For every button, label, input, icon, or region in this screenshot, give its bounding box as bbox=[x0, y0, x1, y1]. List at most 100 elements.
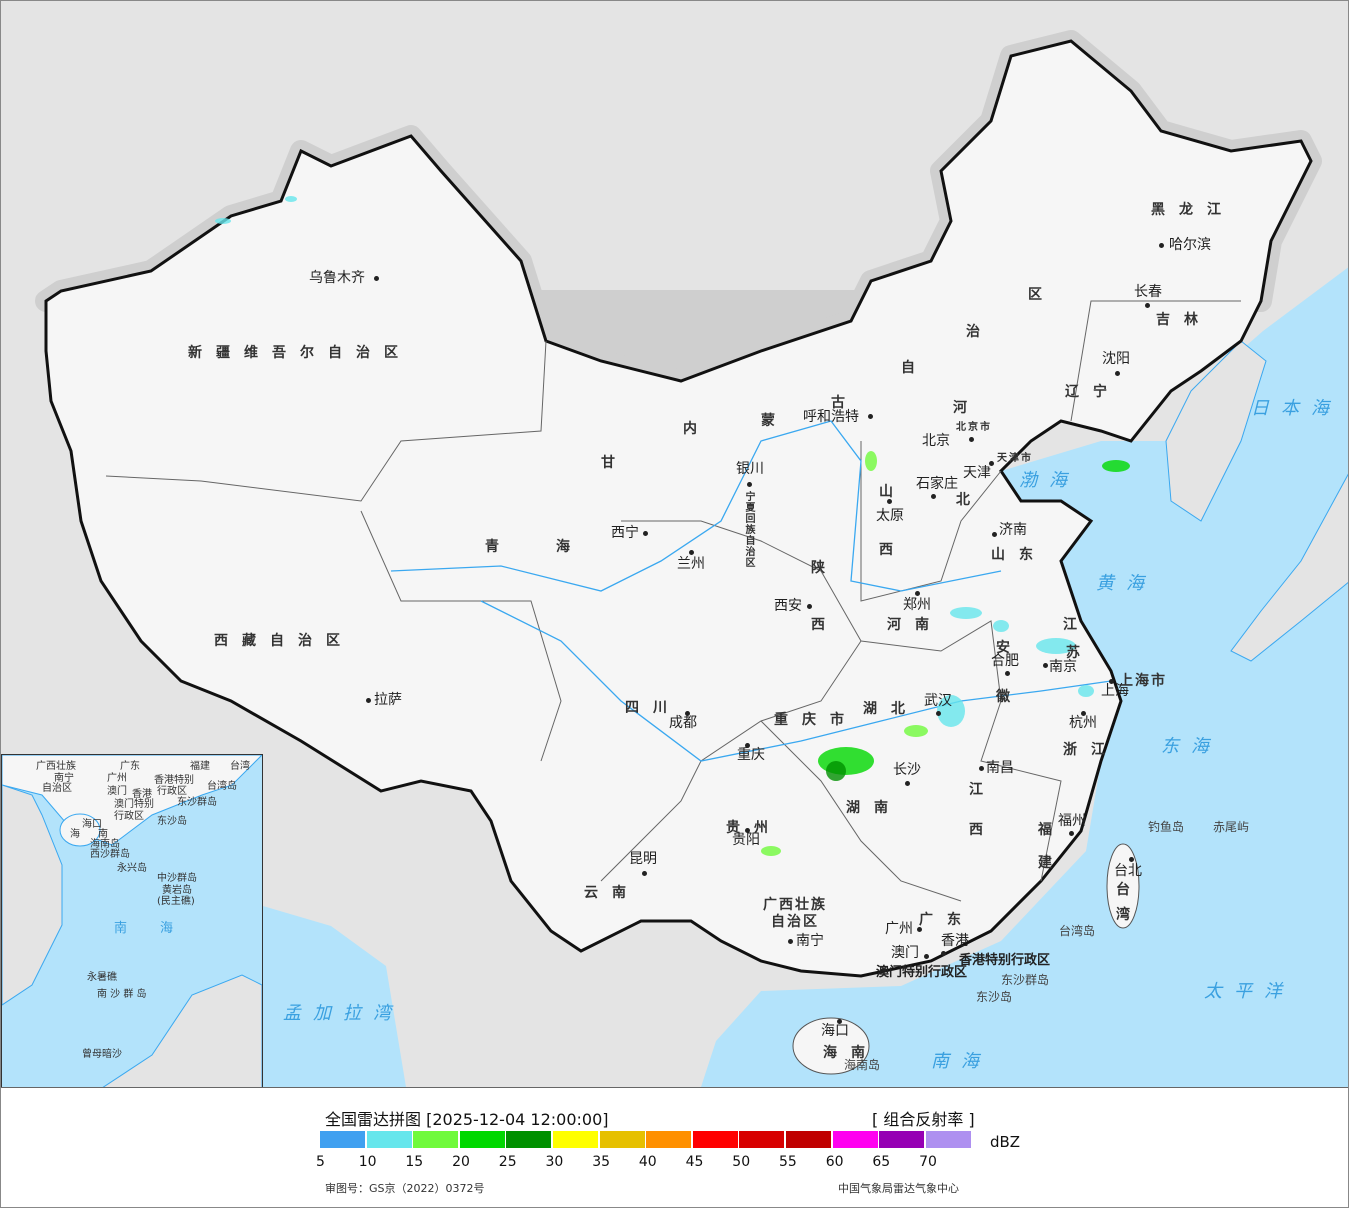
inset-label: 行政区 bbox=[114, 811, 144, 822]
color-swatch bbox=[739, 1131, 785, 1148]
city-dot bbox=[745, 743, 750, 748]
province-label: 黑龙江 bbox=[1151, 202, 1235, 218]
city-label: 上海 bbox=[1101, 683, 1129, 699]
color-swatch bbox=[366, 1131, 412, 1148]
legend: 全国雷达拼图 [2025-12-04 12:00:00] [ 组合反射率 ] d… bbox=[0, 1088, 1349, 1206]
city-label: 成都 bbox=[669, 715, 697, 731]
city-label: 哈尔滨 bbox=[1169, 237, 1211, 253]
japan-land bbox=[1230, 473, 1348, 662]
color-swatch bbox=[552, 1131, 598, 1148]
province-label: 江 bbox=[1063, 617, 1091, 633]
color-swatch bbox=[879, 1131, 925, 1148]
city-label: 澳门 bbox=[891, 945, 919, 961]
province-label: 区 bbox=[1028, 287, 1056, 303]
city-label: 广州 bbox=[885, 921, 913, 937]
scale-tick: 45 bbox=[685, 1154, 704, 1170]
scale-tick: 10 bbox=[358, 1154, 377, 1170]
scale-tick: 55 bbox=[779, 1154, 797, 1170]
scale-tick: 25 bbox=[498, 1154, 517, 1170]
color-swatch bbox=[832, 1131, 878, 1148]
sea-label: 南海 bbox=[931, 1051, 991, 1072]
inset-label: 南宁 bbox=[54, 773, 74, 784]
province-label: 上海市 bbox=[1119, 673, 1167, 689]
radar-echo bbox=[826, 761, 846, 781]
legend-title: 全国雷达拼图 [2025-12-04 12:00:00] bbox=[325, 1110, 609, 1129]
city-label: 济南 bbox=[999, 522, 1027, 538]
sea-label: 太平洋 bbox=[1204, 981, 1294, 1002]
city-dot bbox=[643, 531, 648, 536]
source-label: 中国气象局雷达气象中心 bbox=[838, 1182, 959, 1195]
province-label: 湾 bbox=[1116, 907, 1144, 923]
province-label: 西 bbox=[879, 542, 907, 558]
city-label: 西宁 bbox=[611, 525, 639, 541]
inset-label: 海 bbox=[160, 921, 174, 936]
city-dot bbox=[745, 828, 750, 833]
province-label: 湖南 bbox=[846, 800, 902, 816]
radar-map[interactable]: 乌鲁木齐 拉萨 西宁 兰州 银川 呼和浩特 北京 天津 石家庄 太原 济南 郑州 西安 合肥 南京 上海 杭州武… bbox=[1, 1, 1348, 1088]
city-label: 福州 bbox=[1058, 813, 1086, 829]
south-china-sea-inset: 广西壮族 南宁 自治区 广东 福建 台湾 广州 香港特别 行政区 澳门 香港 澳门特别 行政区 台湾岛 东沙… bbox=[1, 754, 263, 1087]
city-label: 郑州 bbox=[903, 597, 931, 613]
inset-label: 海南岛 bbox=[90, 839, 120, 850]
scale-tick: 65 bbox=[872, 1154, 891, 1170]
color-swatch bbox=[506, 1131, 552, 1148]
city-dot bbox=[915, 591, 920, 596]
city-dot bbox=[685, 711, 690, 716]
province-label: 四川 bbox=[625, 700, 681, 716]
province-label: 陕 bbox=[811, 560, 839, 576]
province-label: 浙江 bbox=[1063, 742, 1119, 758]
radar-echo bbox=[761, 846, 781, 856]
city-dot bbox=[905, 781, 910, 786]
island-label: 香港特别行政区 bbox=[959, 953, 1051, 968]
color-swatch bbox=[320, 1131, 365, 1148]
city-dot bbox=[936, 711, 941, 716]
china-land bbox=[44, 39, 1313, 978]
sea-label: 日本海 bbox=[1251, 398, 1341, 419]
color-swatch bbox=[692, 1131, 738, 1148]
city-dot bbox=[1043, 663, 1048, 668]
radar-echo bbox=[904, 725, 928, 737]
city-label: 兰州 bbox=[677, 556, 705, 572]
province-label: 江 bbox=[969, 782, 997, 798]
inset-canvas bbox=[2, 755, 262, 1087]
province-label: 吉林 bbox=[1156, 312, 1212, 328]
island-label: 赤尾屿 bbox=[1213, 820, 1250, 834]
color-swatch bbox=[785, 1131, 831, 1148]
city-label: 太原 bbox=[876, 508, 904, 524]
sea-label: 东海 bbox=[1161, 736, 1221, 757]
province-label: 安 bbox=[996, 640, 1024, 656]
scale-tick: 70 bbox=[919, 1154, 937, 1170]
inset-label: 香港特别 bbox=[154, 775, 194, 786]
city-dot bbox=[931, 494, 936, 499]
inset-label: 永兴岛 bbox=[117, 863, 147, 874]
inset-label: 自治区 bbox=[42, 783, 72, 794]
color-swatch bbox=[459, 1131, 505, 1148]
city-label: 长沙 bbox=[893, 762, 921, 778]
province-label: 内 bbox=[683, 421, 711, 437]
inset-label: 南 bbox=[114, 921, 128, 936]
unit-label: dBZ bbox=[990, 1133, 1021, 1151]
province-label: 西 bbox=[969, 822, 997, 838]
city-dot bbox=[941, 951, 946, 956]
inset-label: 行政区 bbox=[157, 786, 187, 797]
inset-label: 黄岩岛 bbox=[162, 885, 192, 896]
inset-label: 广东 bbox=[120, 761, 140, 772]
province-borders bbox=[105, 300, 1241, 902]
island-label: 钓鱼岛 bbox=[1148, 820, 1185, 834]
inset-label: 南 bbox=[98, 829, 108, 840]
province-label: 甘 bbox=[601, 455, 629, 471]
province-label: 青 bbox=[485, 539, 513, 555]
city-dot bbox=[689, 550, 694, 555]
inset-label: (民主礁) bbox=[157, 896, 195, 907]
province-label: 建 bbox=[1038, 855, 1066, 871]
province-label: 徽 bbox=[996, 689, 1024, 705]
scale-tick: 5 bbox=[316, 1154, 325, 1170]
sea-bay-of-bengal bbox=[263, 906, 406, 1087]
inset-label: 澳门 bbox=[107, 786, 127, 797]
city-label: 南京 bbox=[1049, 659, 1077, 675]
radar-echoes bbox=[215, 196, 1130, 856]
product-name: [ 组合反射率 ] bbox=[872, 1110, 975, 1129]
color-swatch bbox=[413, 1131, 459, 1148]
hainan-island bbox=[792, 1017, 870, 1075]
city-dot bbox=[989, 461, 994, 466]
